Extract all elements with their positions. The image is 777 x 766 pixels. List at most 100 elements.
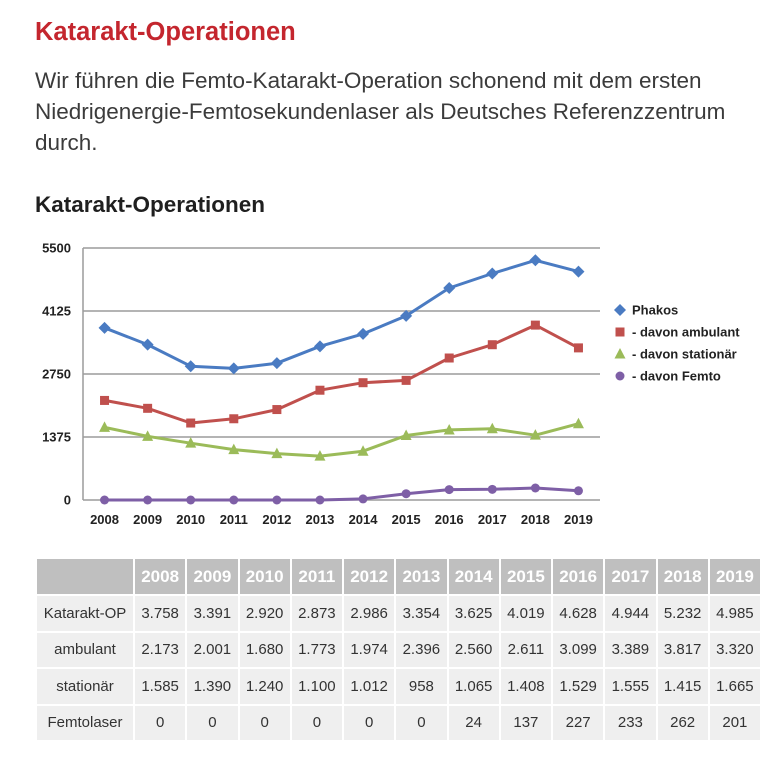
table-cell: 0: [394, 703, 449, 742]
data-point-phakos: [572, 265, 585, 278]
table-cell: 1.390: [185, 667, 240, 706]
data-point-phakos: [357, 327, 370, 340]
table-cell: 1.974: [341, 630, 397, 669]
x-tick-label: 2019: [564, 512, 593, 527]
intro-text: Wir führen die Femto-Katarakt-Operation …: [35, 68, 726, 155]
data-point-davon-femto: [100, 495, 110, 505]
table-cell: 1.240: [237, 667, 292, 706]
data-point-davon-stationaer: [529, 429, 541, 440]
table-cell: 24: [446, 703, 501, 742]
table-cell: 4.019: [498, 594, 554, 633]
x-tick-label: 2014: [349, 512, 379, 527]
data-point-davon-stationaer: [486, 422, 498, 434]
y-tick-label: 0: [64, 493, 71, 508]
data-point-davon-femto: [530, 483, 540, 493]
data-point-phakos: [400, 309, 413, 322]
table-header-cell: 2015: [498, 557, 554, 596]
table-cell: 1.065: [446, 667, 501, 706]
table-header-cell: 2018: [655, 557, 710, 596]
table-cell: 3.817: [655, 630, 710, 669]
table-row: stationär 1.585 1.390 1.240 1.100 1.012 958 1.0…: [35, 667, 763, 706]
table-cell: 0: [341, 703, 397, 742]
data-point-davon-ambulant: [186, 418, 196, 428]
table-cell: 1.012: [341, 667, 397, 706]
table-cell: 3.391: [185, 594, 240, 633]
table-header-cell: 2019: [707, 557, 763, 596]
data-point-phakos: [184, 360, 197, 373]
legend-marker-davon-stationaer: [614, 348, 626, 359]
data-point-davon-stationaer: [357, 445, 369, 456]
table-cell: 2.001: [185, 630, 240, 669]
table-cell: 2.396: [394, 630, 449, 669]
table-cell: 233: [603, 703, 658, 742]
table-row: ambulant 2.173 2.001 1.680 1.773 1.974 2.396 2.…: [35, 630, 763, 669]
y-tick-label: 2750: [42, 367, 71, 382]
table-cell: 2.873: [289, 594, 345, 633]
table-cell: 3.389: [603, 630, 658, 669]
data-point-phakos: [313, 340, 326, 353]
x-tick-label: 2010: [176, 512, 205, 527]
legend-label-davon-ambulant: - davon ambulant: [632, 325, 740, 340]
table-cell: 3.625: [446, 594, 501, 633]
table-cell: 958: [394, 667, 449, 706]
data-point-phakos: [529, 254, 542, 267]
data-point-davon-femto: [272, 495, 282, 505]
table-cell: 3.758: [132, 594, 188, 633]
legend-label-phakos: Phakos: [632, 303, 678, 318]
data-point-davon-femto: [229, 495, 239, 505]
table-body: Katarakt-OP 3.758 3.391 2.920 2.873 2.986 3.35…: [35, 594, 763, 742]
data-point-davon-stationaer: [185, 437, 197, 448]
table-cell: 1.680: [237, 630, 292, 669]
legend-marker-davon-ambulant: [615, 327, 625, 337]
data-point-davon-ambulant: [573, 343, 583, 353]
x-tick-label: 2013: [305, 512, 334, 527]
row-label: Katarakt-OP: [35, 594, 135, 633]
table-header-cell: 2010: [237, 557, 292, 596]
legend-marker-phakos: [614, 304, 626, 316]
data-point-davon-ambulant: [401, 375, 411, 385]
table-header-cell: 2011: [289, 557, 345, 596]
table-cell: 1.408: [498, 667, 554, 706]
data-point-davon-stationaer: [400, 429, 412, 440]
table-cell: 201: [707, 703, 763, 742]
series-line-phakos: [103, 258, 580, 370]
legend-label-davon-stationaer: - davon stationär: [632, 347, 737, 362]
table-cell: 3.320: [707, 630, 763, 669]
y-tick-label: 4125: [42, 304, 71, 319]
table-cell: 1.773: [289, 630, 345, 669]
data-point-davon-stationaer: [572, 417, 584, 429]
table-header-cell: 2009: [185, 557, 240, 596]
data-point-davon-ambulant: [100, 395, 110, 405]
table-head: 2008 2009 2010 2011 2012 2013 2014 2015 2016 2017…: [35, 557, 763, 596]
row-label: ambulant: [35, 630, 135, 669]
x-tick-label: 2017: [478, 512, 507, 527]
data-point-davon-stationaer: [99, 421, 111, 432]
line-chart: 0 1375 2750 4125 5500 2008 2009 2010 2011 2012 201…: [42, 241, 740, 528]
table-header-cell: 2013: [394, 557, 449, 596]
table-row: Femtolaser 0 0 0 0 0 0 24 137 227 233 262 201: [35, 703, 763, 742]
data-point-davon-stationaer: [314, 450, 326, 461]
data-point-davon-femto: [186, 495, 196, 505]
chart-title: Katarakt-Operationen: [35, 192, 266, 217]
table-cell: 262: [655, 703, 710, 742]
row-label: Femtolaser: [35, 703, 135, 742]
table-cell: 1.585: [132, 667, 188, 706]
table-cell: 3.099: [550, 630, 606, 669]
table-cell: 2.560: [446, 630, 501, 669]
data-point-davon-ambulant: [487, 340, 497, 350]
data-point-davon-stationaer: [271, 447, 283, 459]
table-header-cell: 2014: [446, 557, 501, 596]
data-point-davon-femto: [315, 495, 325, 505]
table-cell: 227: [550, 703, 606, 742]
data-point-davon-ambulant: [530, 320, 540, 330]
table-cell: 1.555: [603, 667, 658, 706]
table-header-cell: 2016: [550, 557, 606, 596]
x-tick-label: 2008: [90, 512, 119, 527]
table-cell: 2.611: [498, 630, 554, 669]
series-line-davon-stationaer: [103, 422, 580, 458]
data-point-davon-ambulant: [358, 378, 368, 388]
x-tick-label: 2009: [133, 512, 162, 527]
data-point-phakos: [443, 281, 456, 294]
table-cell: 1.665: [707, 667, 763, 706]
data-point-davon-ambulant: [229, 414, 239, 424]
